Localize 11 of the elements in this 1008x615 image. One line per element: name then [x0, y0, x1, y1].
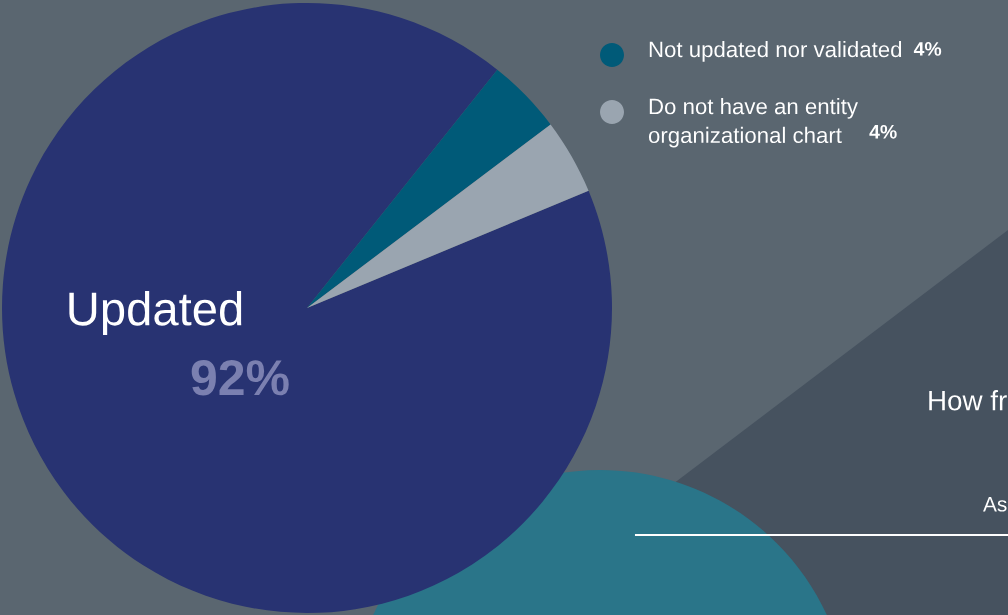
legend-label: Do not have an entity organizational chart — [648, 98, 858, 148]
text: As — [983, 497, 1007, 512]
pie-slice — [307, 69, 551, 308]
text: How fr — [929, 390, 1007, 411]
data-label: 92% — [191, 360, 289, 396]
slice-label: Updated — [69, 290, 242, 336]
pie-slice — [307, 124, 589, 308]
legend-label: Not updated nor validated — [649, 41, 902, 62]
data-label: 4% — [913, 42, 942, 56]
pie-slice — [2, 3, 612, 613]
data-label: 4% — [869, 124, 897, 139]
